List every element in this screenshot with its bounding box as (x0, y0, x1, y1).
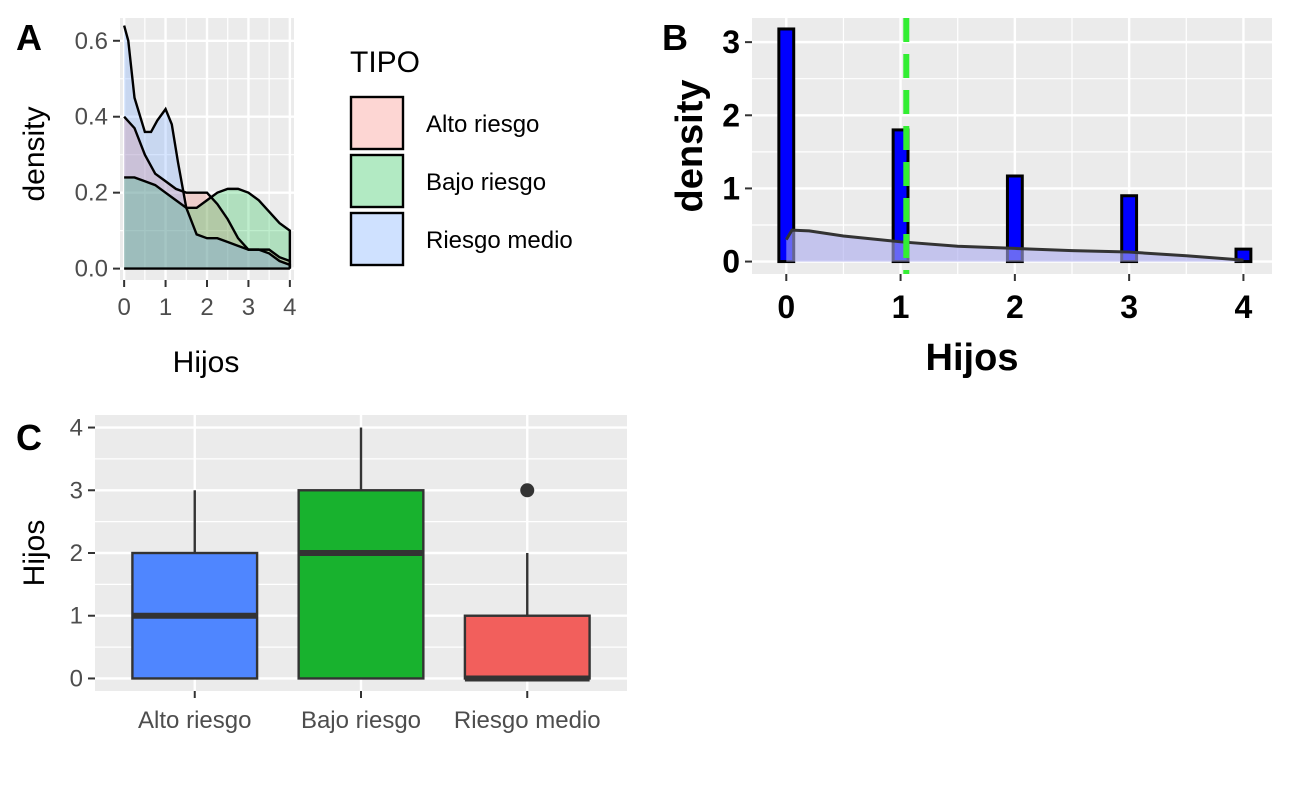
legend-key-bg (350, 212, 404, 266)
y-tick-label: 0.4 (75, 104, 108, 131)
outlier-riesgo-medio (520, 483, 535, 498)
y-tick-label: 2 (722, 97, 740, 133)
y-tick-label: 1 (722, 170, 740, 206)
density-line (785, 228, 1244, 262)
legend-key-bg (350, 96, 404, 150)
y-tick-label: 3 (70, 477, 83, 504)
panel-b-tag: B (662, 17, 688, 58)
y-tick-label: 0.2 (75, 180, 108, 207)
panel-b-y-label: density (669, 79, 711, 212)
panel-c-tag: C (16, 417, 42, 458)
x-tick-label: 1 (159, 294, 172, 321)
y-tick-label: 2 (70, 540, 83, 567)
density-line-bajo-riesgo (124, 176, 292, 269)
box-riesgo-medio (463, 614, 591, 680)
x-tick-label: 1 (892, 289, 910, 325)
legend-label: Riesgo medio (426, 227, 573, 254)
density-area-bajo-riesgo (124, 177, 290, 269)
box-bajo-riesgo (297, 489, 425, 680)
density-line-alto-riesgo (123, 115, 292, 269)
x-tick-label: 4 (1235, 289, 1253, 325)
density-area-riesgo-medio (124, 25, 290, 269)
panel-b-x-axis: 0 1 2 3 4 (777, 274, 1253, 325)
y-tick-label: 4 (70, 415, 83, 442)
x-tick-label: 0 (117, 294, 130, 321)
y-tick-label: 1 (70, 603, 83, 630)
x-tick-label: 0 (777, 289, 795, 325)
y-tick-label: 0.0 (75, 256, 108, 283)
panel-c: 0 1 2 3 4 Alto riesgo Bajo riesgo Riesgo medio… (16, 415, 627, 734)
x-tick-label: 4 (283, 294, 296, 321)
legend-title: TIPO (350, 46, 420, 79)
legend-label: Bajo riesgo (426, 169, 546, 196)
legend-items: Alto riesgo Bajo riesgo Riesgo medio (349, 95, 573, 267)
panel-a-y-axis: 0.0 0.2 0.4 0.6 (75, 28, 120, 283)
panel-c-y-label: Hijos (18, 520, 51, 587)
histogram-bar (777, 27, 796, 264)
panel-a-x-axis: 0 1 2 3 4 (117, 280, 297, 321)
panel-a-x-label: Hijos (173, 346, 240, 379)
legend-key (349, 211, 405, 267)
x-tick-label: 3 (1120, 289, 1138, 325)
x-tick-label: 2 (200, 294, 213, 321)
x-tick-label: Riesgo medio (454, 707, 601, 734)
panel-b: 0 1 2 3 0 1 2 3 4 B Hijos density (662, 17, 1272, 379)
panel-b-x-label: Hijos (926, 337, 1019, 379)
y-tick-label: 0 (70, 665, 83, 692)
density-line-riesgo-medio (122, 25, 292, 269)
y-tick-label: 0 (722, 244, 740, 280)
density-fill (786, 230, 1244, 262)
panel-c-boxes (131, 427, 591, 682)
panel-a-y-label: density (18, 106, 51, 201)
y-tick-label: 3 (722, 24, 740, 60)
panel-c-x-axis: Alto riesgo Bajo riesgo Riesgo medio (138, 691, 601, 734)
legend-key-bg (350, 154, 404, 208)
panel-a-tag: A (16, 17, 42, 58)
x-tick-label: 2 (1006, 289, 1024, 325)
y-tick-label: 0.6 (75, 28, 108, 55)
x-tick-label: Bajo riesgo (301, 707, 421, 734)
panel-b-y-axis: 0 1 2 3 (722, 24, 752, 280)
panel-a-density-areas (122, 25, 292, 270)
legend-label: Alto riesgo (426, 111, 539, 138)
legend: TIPO Alto riesgo Bajo riesgo Riesgo medio (349, 46, 573, 267)
legend-key (349, 153, 405, 209)
x-tick-label: Alto riesgo (138, 707, 251, 734)
panel-c-y-axis: 0 1 2 3 4 (70, 415, 95, 692)
legend-key (349, 95, 405, 151)
x-tick-label: 3 (242, 294, 255, 321)
panel-a: 0.0 0.2 0.4 0.6 0 1 2 3 4 A Hijos density (16, 17, 297, 379)
panel-b-density-curve (785, 228, 1244, 262)
